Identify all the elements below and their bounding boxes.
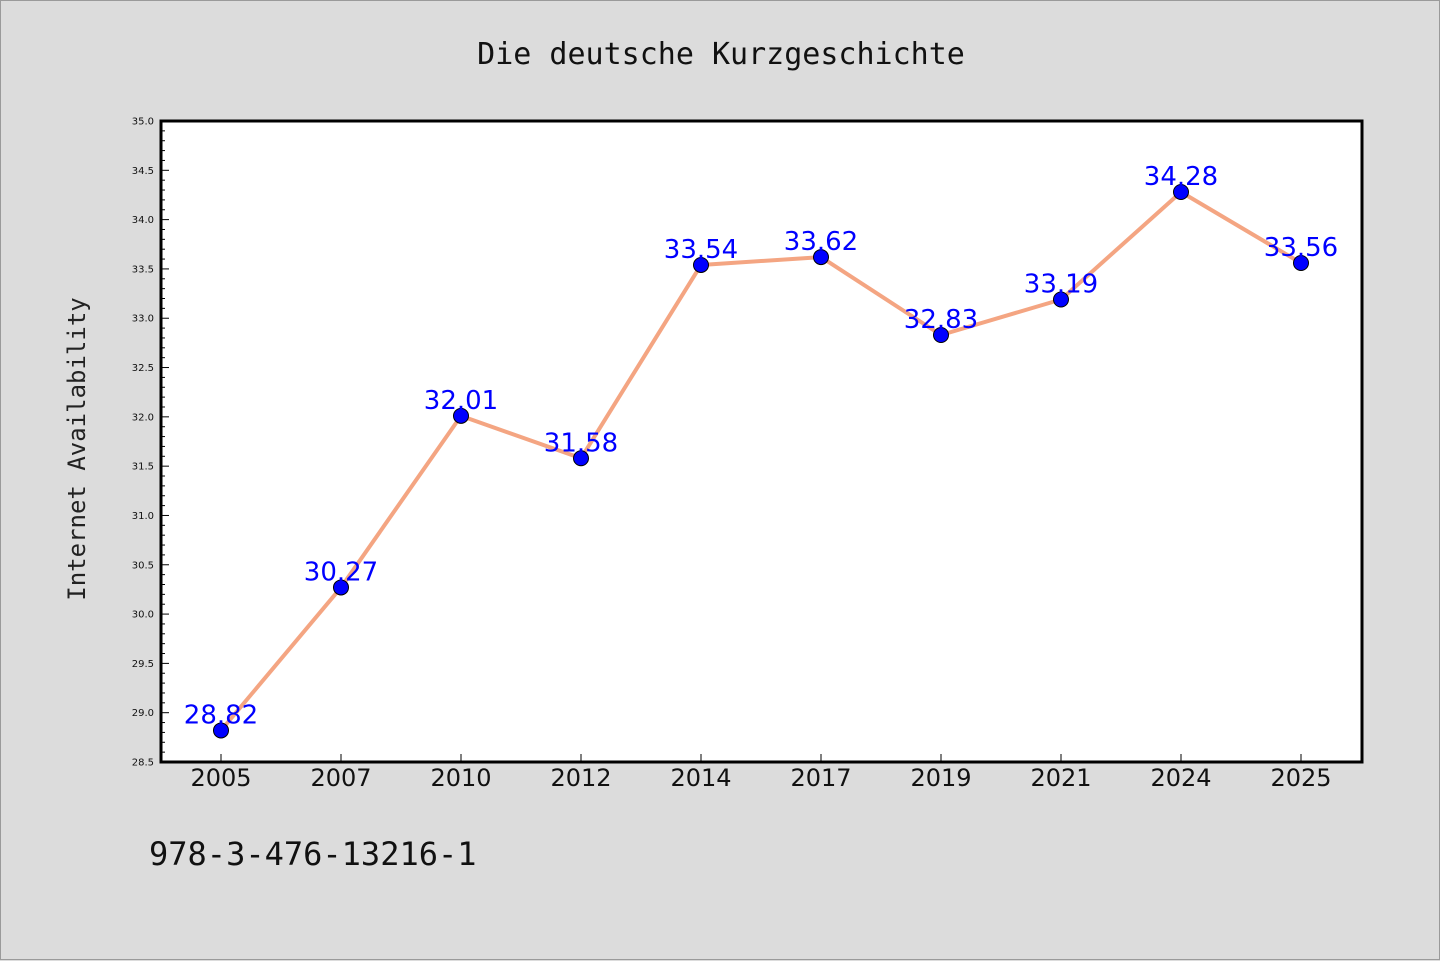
data-points bbox=[213, 184, 1309, 739]
y-tick-label: 32.0 bbox=[132, 412, 154, 423]
y-tick-label: 32.5 bbox=[132, 363, 154, 374]
data-point bbox=[1173, 184, 1189, 201]
y-tick-label: 35.0 bbox=[132, 117, 154, 128]
data-point bbox=[573, 450, 589, 467]
data-point bbox=[453, 407, 469, 424]
data-label: 33.19 bbox=[1024, 269, 1098, 299]
data-label: 32.01 bbox=[424, 386, 498, 416]
x-tick-label: 2025 bbox=[1270, 764, 1331, 792]
y-tick-label: 33.5 bbox=[132, 264, 154, 275]
series-line bbox=[219, 190, 1303, 732]
y-axis-label: Internet Availability bbox=[63, 297, 91, 600]
y-tick-label: 28.5 bbox=[132, 758, 154, 769]
data-label: 30.27 bbox=[304, 557, 378, 587]
data-label: 33.62 bbox=[784, 227, 858, 257]
x-tick-label: 2012 bbox=[550, 764, 611, 792]
x-tick-label: 2007 bbox=[310, 764, 371, 792]
data-labels: 28.82 30.27 32.01 31.58 33.54 33.62 32.83 33.19… bbox=[184, 162, 1338, 730]
y-tick-label: 29.0 bbox=[132, 708, 154, 719]
plot-area bbox=[159, 119, 1364, 764]
series-line-group bbox=[219, 190, 1303, 732]
x-tick-label: 2005 bbox=[190, 764, 251, 792]
x-tick-label: 2017 bbox=[790, 764, 851, 792]
data-point bbox=[933, 326, 949, 343]
data-point bbox=[213, 722, 229, 739]
data-label: 28.82 bbox=[184, 700, 258, 730]
data-point bbox=[813, 249, 829, 266]
y-tick-label: 31.0 bbox=[132, 511, 154, 522]
data-label: 33.54 bbox=[664, 235, 738, 265]
y-tick-label: 34.5 bbox=[132, 166, 154, 177]
y-tick-label: 33.0 bbox=[132, 314, 154, 325]
y-tick-label: 31.5 bbox=[132, 462, 154, 473]
y-tick-label: 29.5 bbox=[132, 659, 154, 670]
x-tick-label: 2019 bbox=[910, 764, 971, 792]
data-point bbox=[1293, 255, 1309, 272]
data-point bbox=[693, 256, 709, 273]
x-tick-label: 2010 bbox=[430, 764, 491, 792]
x-tick-label: 2024 bbox=[1150, 764, 1211, 792]
y-tick-label: 30.5 bbox=[132, 560, 154, 571]
data-point bbox=[1053, 291, 1069, 308]
data-point bbox=[333, 579, 349, 596]
isbn-footer: 978-3-476-13216-1 bbox=[149, 835, 477, 873]
data-label: 34.28 bbox=[1144, 162, 1218, 192]
x-tick-label: 2014 bbox=[670, 764, 731, 792]
y-axis: 28.5 29.0 29.5 30.0 30.5 31.0 31.5 32.0 32.5 33.0… bbox=[132, 117, 169, 769]
data-label: 33.56 bbox=[1264, 233, 1338, 263]
y-tick-label: 30.0 bbox=[132, 610, 154, 621]
data-label: 32.83 bbox=[904, 305, 978, 335]
x-tick-label: 2021 bbox=[1030, 764, 1091, 792]
data-label: 31.58 bbox=[544, 428, 618, 458]
chart-title: Die deutsche Kurzgeschichte bbox=[477, 37, 965, 72]
x-axis: 2005 2007 2010 2012 2014 2017 2019 2021 2024 2025 bbox=[190, 754, 1332, 792]
y-tick-label: 34.0 bbox=[132, 215, 154, 226]
